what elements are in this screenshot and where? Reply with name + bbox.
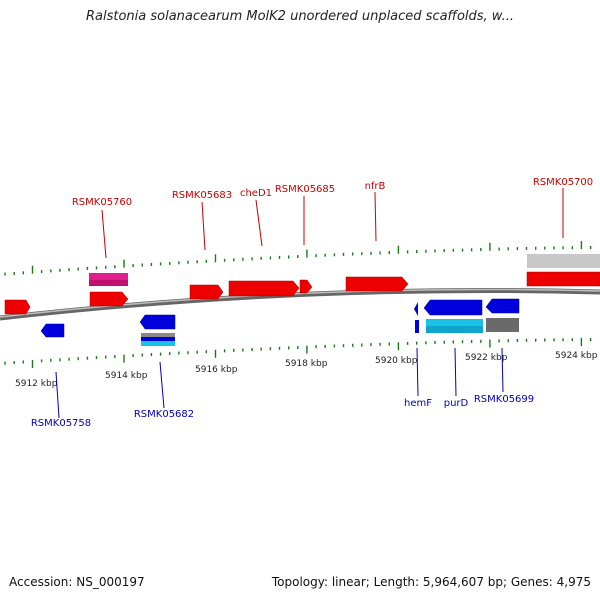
leader-line: [255, 199, 263, 247]
leader-line: [101, 209, 107, 259]
light-gray-feature[interactable]: [527, 254, 600, 268]
gene-arrow[interactable]: [423, 299, 483, 316]
upper-tick-row: [4, 241, 592, 276]
lower-tick-row: [4, 338, 592, 368]
gene-arrow[interactable]: [299, 279, 313, 294]
leader-line: [501, 347, 504, 393]
map-title: Ralstonia solanacearum MolK2 unordered u…: [85, 9, 514, 24]
gene-block[interactable]: [415, 320, 419, 333]
gene-arrow[interactable]: [414, 302, 418, 316]
scale-label: 5918 kbp: [285, 359, 328, 369]
cyan-feature-shade: [426, 326, 483, 333]
leader-line: [416, 347, 419, 397]
genome-backbone-highlight: [0, 288, 600, 318]
cyan-feature[interactable]: [141, 341, 175, 346]
leader-line: [159, 361, 165, 409]
gene-label[interactable]: RSMK05699: [474, 394, 534, 405]
forward-gene-labels: RSMK05760 RSMK05683 cheD1 RSMK05685 nfrB…: [72, 177, 593, 259]
accession-text: Accession: NS_000197: [9, 575, 145, 589]
gene-label[interactable]: RSMK05683: [172, 190, 232, 201]
topology-text: Topology: linear; Length: 5,964,607 bp; …: [271, 575, 591, 589]
gene-label[interactable]: RSMK05758: [31, 418, 91, 429]
reverse-gene-labels: RSMK05758 RSMK05682 hemF purD RSMK05699: [31, 347, 534, 429]
gene-arrow[interactable]: [4, 299, 31, 315]
gene-label[interactable]: cheD1: [240, 188, 272, 199]
leader-line: [55, 371, 60, 419]
genome-backbone: [0, 287, 600, 321]
gene-arrow[interactable]: [189, 284, 224, 300]
gene-arrow[interactable]: [139, 314, 176, 330]
gene-label[interactable]: nfrB: [365, 181, 386, 192]
forward-strand-features: [4, 254, 600, 315]
pink-feature-shade: [89, 280, 128, 286]
blue-feature[interactable]: [141, 337, 175, 341]
gene-arrow[interactable]: [228, 280, 300, 297]
gene-arrow[interactable]: [526, 271, 600, 287]
gene-label[interactable]: hemF: [404, 398, 432, 409]
gene-label[interactable]: RSMK05685: [275, 184, 335, 195]
scale-label: 5916 kbp: [195, 365, 238, 375]
scale-labels: 5912 kbp 5914 kbp 5916 kbp 5918 kbp 5920…: [15, 351, 598, 389]
gene-label[interactable]: RSMK05682: [134, 409, 194, 420]
gene-arrow[interactable]: [40, 323, 65, 338]
reverse-strand-features: [40, 298, 520, 346]
scale-label: 5924 kbp: [555, 351, 598, 361]
scale-label: 5912 kbp: [15, 379, 58, 389]
gene-arrow[interactable]: [485, 298, 520, 314]
gray-feature[interactable]: [486, 318, 519, 332]
gene-arrow[interactable]: [345, 276, 409, 292]
gene-label[interactable]: purD: [444, 398, 469, 409]
gene-label[interactable]: RSMK05760: [72, 197, 132, 208]
scale-label: 5922 kbp: [465, 353, 508, 363]
leader-line: [374, 191, 377, 242]
gene-label[interactable]: RSMK05700: [533, 177, 593, 188]
scale-label: 5914 kbp: [105, 371, 148, 381]
scale-label: 5920 kbp: [375, 356, 418, 366]
gene-arrow[interactable]: [89, 291, 129, 307]
leader-line: [454, 347, 457, 397]
gray-feature[interactable]: [141, 333, 175, 337]
leader-line: [201, 201, 206, 251]
